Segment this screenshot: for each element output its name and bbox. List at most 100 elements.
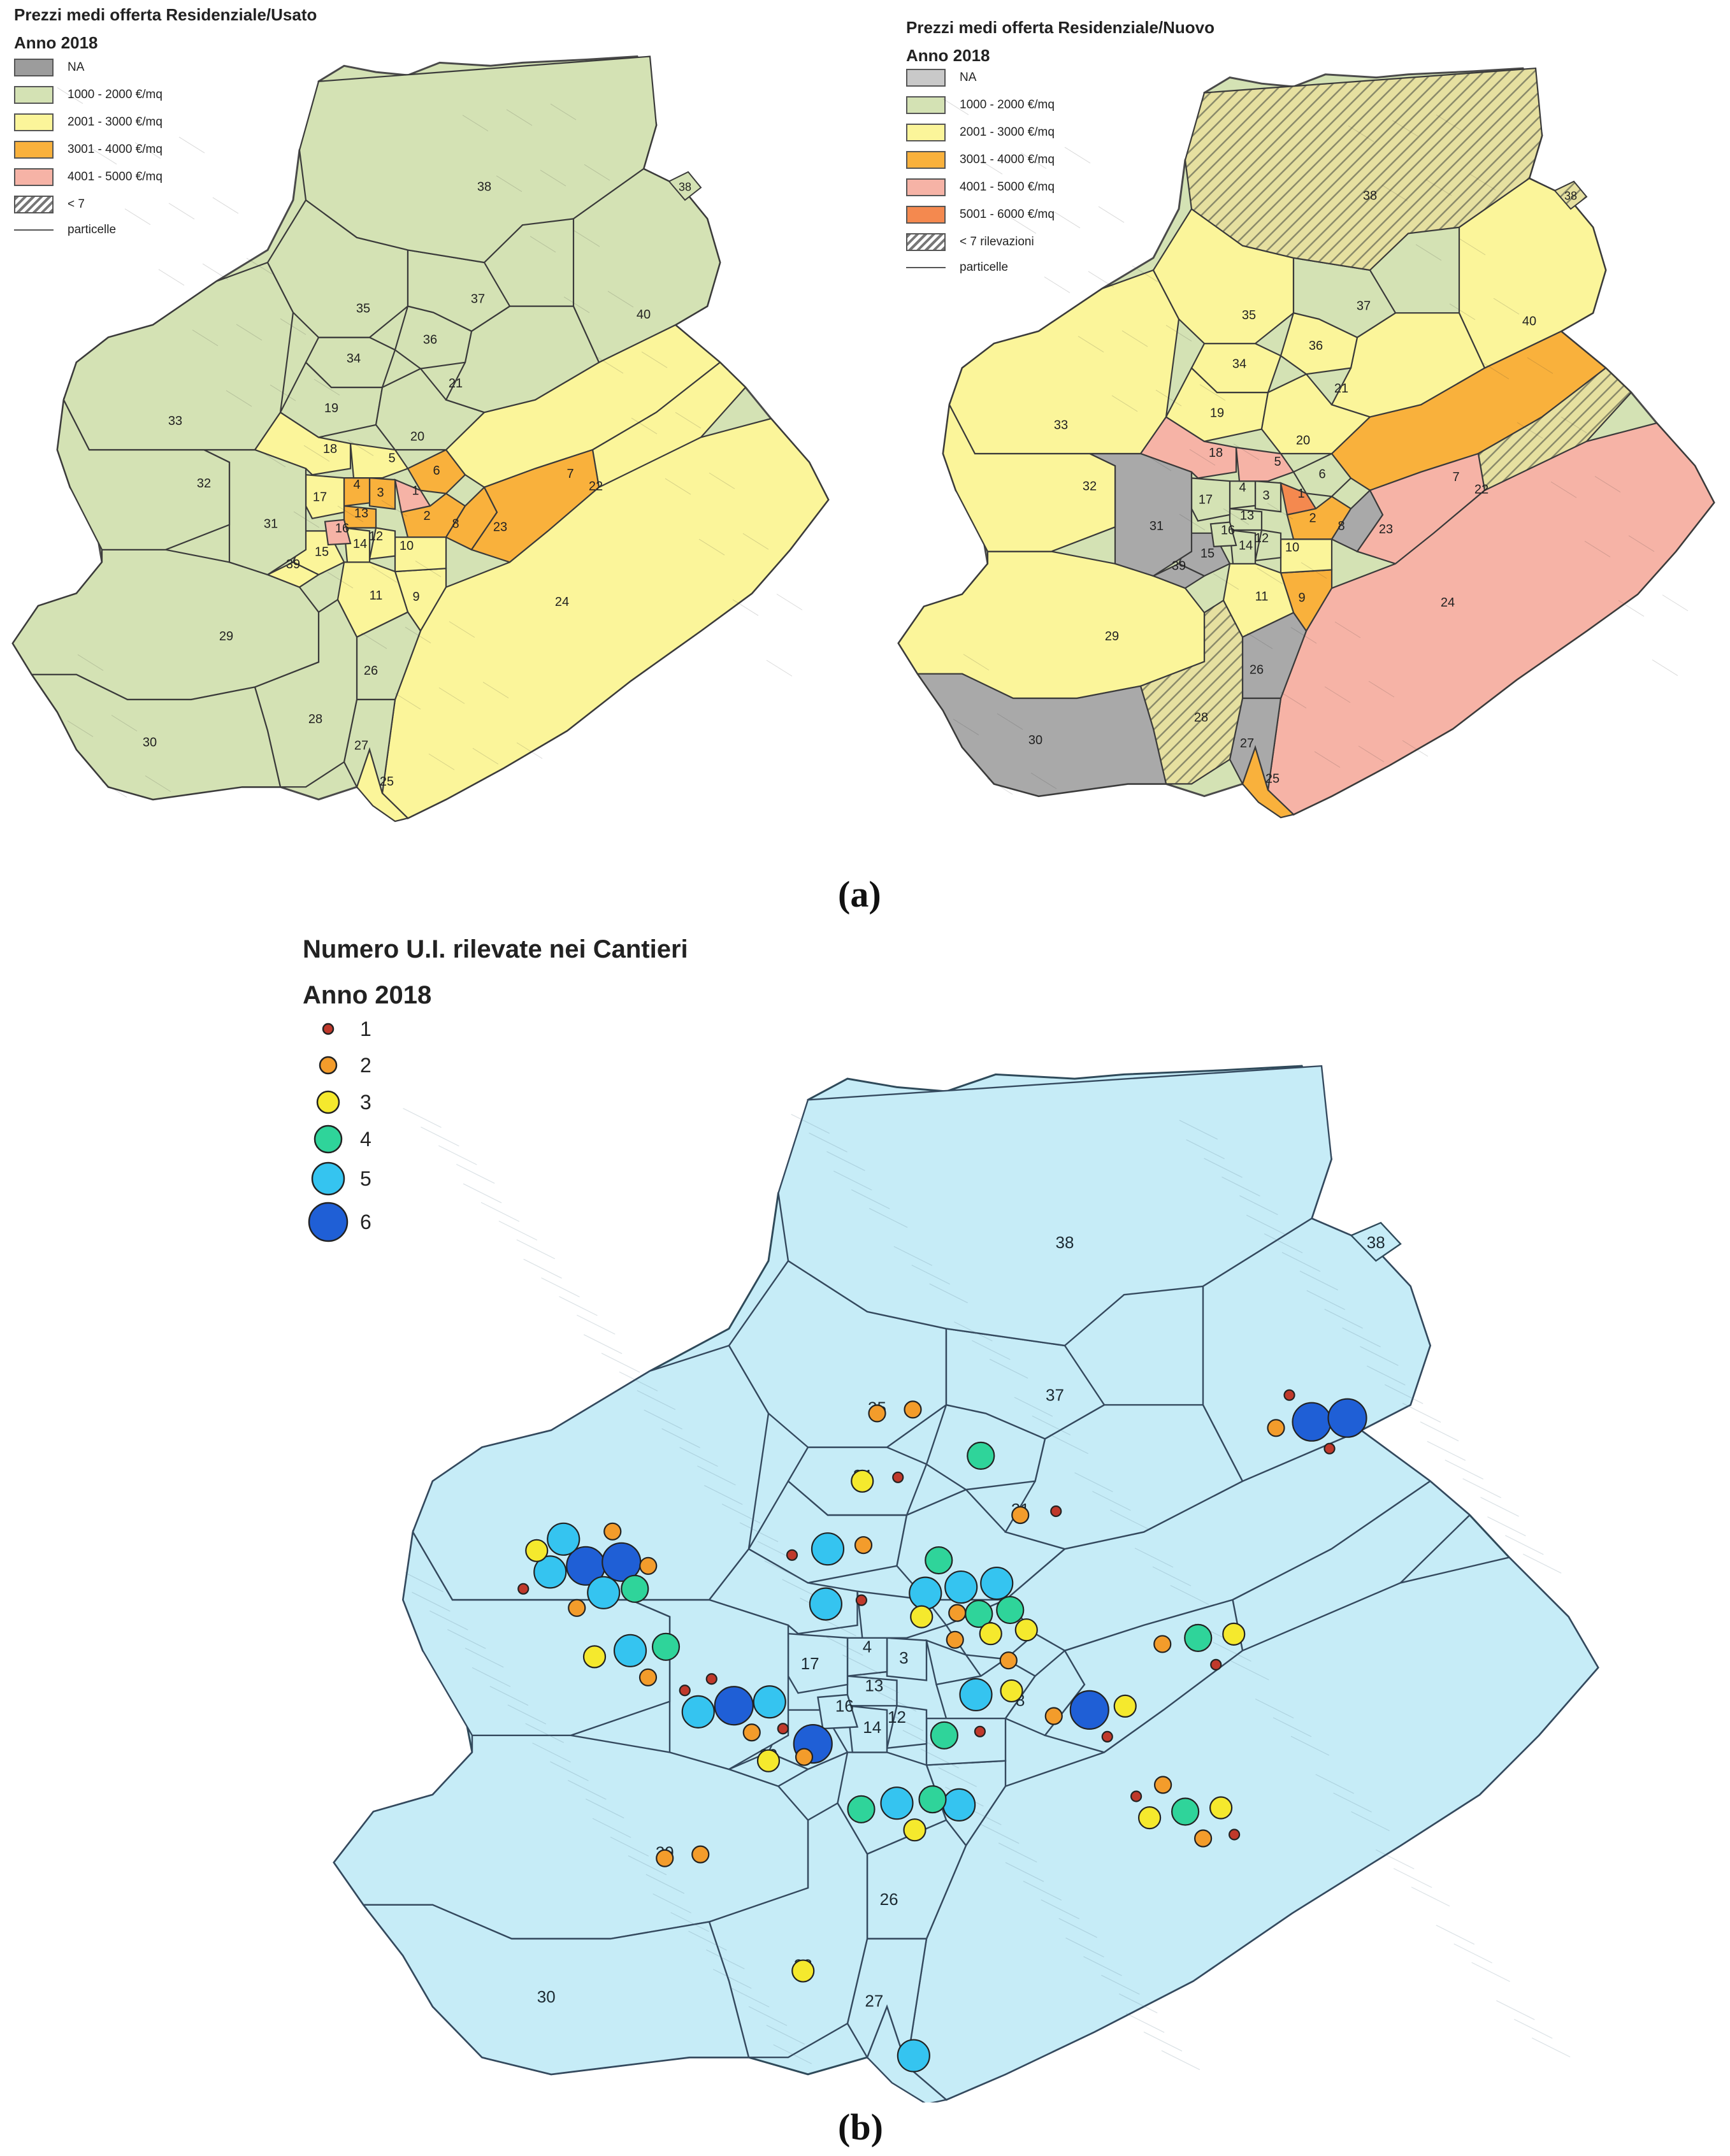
zone-12: [1254, 529, 1282, 562]
zone-label-26: 26: [364, 664, 378, 678]
bubble-point: [1184, 1623, 1213, 1652]
legend-label: 1000 - 2000 €/mq: [68, 88, 162, 101]
zone-label-7: 7: [1452, 470, 1459, 484]
legend-swatch: [14, 59, 54, 76]
zone-14: [343, 527, 371, 563]
legend-swatch: [14, 86, 54, 104]
zone-label-38: 38: [477, 180, 491, 194]
legend-item-7: < 7: [14, 196, 85, 213]
bubble-point: [1283, 1389, 1295, 1401]
bubble-point: [742, 1723, 761, 1742]
bubble-point: [847, 1795, 876, 1823]
bubble-point: [903, 1818, 926, 1842]
legend-label: 1000 - 2000 €/mq: [960, 98, 1055, 111]
bubble-point: [868, 1404, 886, 1423]
zone-label-31: 31: [1150, 519, 1164, 533]
legend-item-particelle: particelle: [14, 223, 116, 237]
legend-label: 3001 - 4000 €/mq: [960, 153, 1055, 166]
zone-10: [394, 536, 447, 573]
zone-label-16: 16: [1221, 524, 1235, 538]
zone-b-label-16: 16: [835, 1697, 854, 1716]
bubble-point: [753, 1685, 786, 1719]
bubble-point: [1209, 1796, 1233, 1820]
zone-label-6: 6: [433, 464, 440, 478]
zone-33: [948, 269, 1180, 455]
bubble-point: [1210, 1658, 1222, 1671]
zone-b-label-14: 14: [863, 1718, 881, 1737]
legend-swatch: [14, 141, 54, 159]
zone-16: [324, 519, 352, 546]
bubble-point: [1222, 1622, 1246, 1646]
legend-item-5001-6000-mq: 5001 - 6000 €/mq: [906, 206, 1055, 224]
zone-label-22: 22: [1474, 482, 1489, 496]
zone-b-label-4: 4: [863, 1637, 872, 1656]
zone-label-10: 10: [400, 539, 414, 553]
legend-label: NA: [960, 71, 977, 84]
zone-label-19: 19: [324, 401, 338, 415]
bubble-point: [942, 1788, 976, 1822]
legend-swatch: [906, 233, 946, 251]
zone-label-39: 39: [1172, 559, 1186, 573]
zone-label-34: 34: [347, 352, 361, 366]
zone-b-33: [412, 1344, 770, 1601]
bubble-point: [809, 1587, 843, 1621]
bubble-point: [517, 1583, 530, 1595]
zone-label-23: 23: [493, 520, 507, 534]
bubble-point: [756, 1749, 781, 1772]
bubble-point: [855, 1594, 868, 1606]
bubble-point: [651, 1632, 681, 1661]
zone-label-3: 3: [377, 486, 384, 500]
legend-swatch: [906, 178, 946, 196]
zone-10: [1279, 538, 1333, 574]
legend-item-particelle: particelle: [906, 261, 1008, 275]
bubble-point: [918, 1785, 947, 1814]
bubble-point: [533, 1555, 567, 1589]
bubble-point: [925, 1546, 953, 1575]
bubble-point: [1171, 1797, 1200, 1826]
zone-label-38: 38: [1363, 189, 1377, 203]
zone-label-20: 20: [410, 429, 424, 443]
zone-label-18: 18: [323, 442, 337, 456]
zone-label-39: 39: [286, 557, 300, 571]
zone-label-26: 26: [1250, 663, 1264, 677]
zone-5: [349, 442, 409, 479]
zone-label-32: 32: [1083, 480, 1097, 494]
legend-item-1000-2000-mq: 1000 - 2000 €/mq: [906, 96, 1055, 114]
bubble-point: [959, 1678, 993, 1712]
zone-label-12: 12: [1255, 531, 1269, 545]
zone-20: [375, 368, 486, 451]
bubble-point: [811, 1532, 845, 1566]
legend-bubble-1: [322, 1023, 335, 1035]
bubble-point: [1153, 1635, 1172, 1653]
legend-swatch: [906, 267, 946, 268]
bubble-point: [568, 1599, 586, 1617]
legend-item-4001-5000-mq: 4001 - 5000 €/mq: [906, 178, 1055, 196]
zone-label-2: 2: [423, 509, 430, 523]
legend-bubble-label-2: 2: [360, 1054, 371, 1077]
legend-item-na: NA: [906, 69, 976, 87]
zone-b-40: [1202, 1218, 1431, 1483]
zone-b-30: [362, 1904, 750, 2076]
legend-item-1000-2000-mq: 1000 - 2000 €/mq: [14, 86, 162, 104]
bubble-point: [795, 1748, 814, 1766]
zone-label-2: 2: [1309, 512, 1316, 526]
bubble-point: [638, 1668, 658, 1686]
zone-b-label-12: 12: [888, 1707, 906, 1727]
legend-swatch: [906, 124, 946, 141]
zone-label-36: 36: [1309, 339, 1323, 353]
zone-20: [1260, 373, 1372, 455]
bubble-point: [691, 1845, 710, 1864]
zone-label-4: 4: [353, 478, 360, 492]
bubble-point: [1130, 1790, 1143, 1802]
bubble-point: [705, 1673, 717, 1685]
legend-label: 3001 - 4000 €/mq: [68, 143, 162, 156]
zone-b-label-38: 38: [1367, 1233, 1385, 1252]
bubble-point: [1153, 1776, 1172, 1794]
legend-swatch: [14, 113, 54, 131]
legend-label: 2001 - 3000 €/mq: [68, 115, 162, 129]
bubble-point: [639, 1556, 658, 1575]
zone-label-27: 27: [1240, 737, 1254, 751]
zone-label-15: 15: [1200, 547, 1215, 561]
map-a-left-year: Anno 2018: [14, 33, 98, 52]
